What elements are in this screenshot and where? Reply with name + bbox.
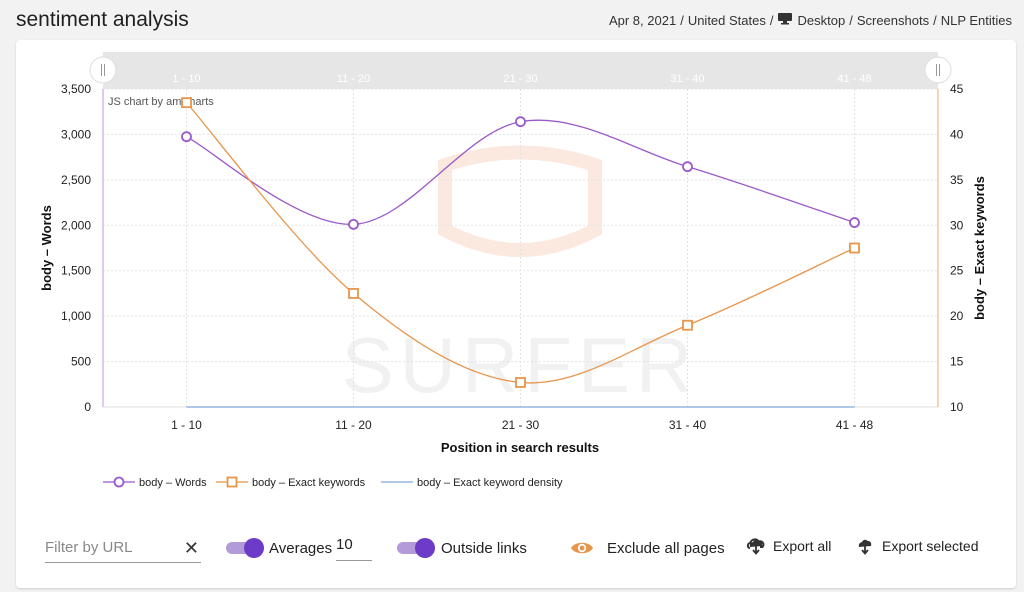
series-body-words-point: [682, 161, 693, 173]
crumb-separator: /: [933, 12, 937, 28]
filter-by-url-field: ✕: [45, 536, 201, 563]
averages-input[interactable]: 10: [336, 536, 372, 561]
outside-links-toggle[interactable]: [397, 538, 435, 558]
y-right-tick-label: 45: [950, 82, 964, 96]
crumb-date[interactable]: Apr 8, 2021: [608, 12, 677, 28]
y-right-tick-label: 20: [950, 309, 964, 323]
series-body-words-point: [348, 218, 359, 230]
legend-item-label[interactable]: body – Exact keyword density: [417, 477, 563, 489]
x-tick-label: 11 - 20: [335, 418, 372, 432]
y-right-tick-label: 25: [950, 264, 964, 278]
toggle-knob: [415, 538, 435, 558]
series-body-words-point: [181, 131, 192, 143]
legend-item-label[interactable]: body – Words: [139, 477, 207, 489]
export-selected-button[interactable]: Export selected: [882, 538, 979, 554]
monitor-icon: [777, 12, 793, 28]
y-left-tick-label: 1,000: [61, 309, 91, 323]
y-left-tick-label: 2,000: [61, 218, 91, 232]
cloud-download-icon[interactable]: [855, 537, 875, 560]
crumb-device[interactable]: Desktop: [797, 12, 846, 28]
surfer-watermark: SURFER: [342, 321, 699, 409]
crumb-separator: /: [680, 12, 684, 28]
scrollbar-category-label: 31 - 40: [670, 73, 704, 85]
y-right-tick-label: 35: [950, 173, 964, 187]
series-body-exact-keywords-point: [682, 319, 693, 331]
crumb-screenshots[interactable]: Screenshots: [856, 12, 930, 28]
series-body-exact-keywords-point: [515, 377, 526, 388]
watermark-logo-shape: [438, 145, 602, 257]
legend-item-label[interactable]: body – Exact keywords: [252, 477, 366, 489]
y-left-tick-label: 0: [84, 400, 91, 414]
averages-value: 10: [336, 536, 353, 553]
y-left-tick-label: 1,500: [61, 264, 91, 278]
exclude-all-pages-button[interactable]: Exclude all pages: [607, 540, 725, 557]
x-tick-label: 31 - 40: [669, 418, 707, 432]
y-right-tick-label: 30: [950, 218, 964, 232]
scrollbar-grip-left: [89, 56, 117, 84]
y-left-tick-label: 3,000: [61, 127, 91, 141]
y-right-tick-label: 10: [950, 400, 964, 414]
crumb-separator: /: [769, 12, 774, 28]
averages-label: Averages: [269, 540, 333, 557]
outside-links-label: Outside links: [441, 540, 527, 557]
averages-toggle[interactable]: [226, 538, 264, 558]
scrollbar-category-label: 21 - 30: [503, 73, 537, 85]
scrollbar-category-label: 11 - 20: [337, 73, 370, 85]
filter-input[interactable]: [45, 539, 175, 556]
x-tick-label: 21 - 30: [502, 418, 540, 432]
series-body-words-line: [186, 119, 855, 226]
scrollbar-grip-right: [924, 56, 952, 84]
y-left-tick-label: 3,500: [61, 82, 91, 96]
series-body-words-point: [849, 217, 860, 228]
legend-marker-circle: [113, 476, 125, 488]
x-tick-label: 1 - 10: [171, 418, 202, 432]
scrollbar-category-label: 41 - 48: [837, 73, 871, 85]
series-body-exact-keywords-point: [348, 288, 359, 299]
crumb-nlp-entities[interactable]: NLP Entities: [940, 12, 1012, 28]
chart-card: [16, 40, 1016, 588]
series-body-exact-keywords-point: [849, 242, 860, 254]
y-right-tick-label: 40: [950, 127, 964, 141]
chart-scrollbar: [103, 52, 938, 89]
y-left-axis-title: body – Words: [39, 205, 54, 291]
cloud-download-icon[interactable]: [746, 537, 766, 560]
scrollbar-category-label: 1 - 10: [172, 73, 200, 85]
crumb-separator: /: [849, 12, 853, 28]
y-left-tick-label: 2,500: [61, 173, 91, 187]
page-title: sentiment analysis: [16, 8, 189, 31]
crumb-country[interactable]: United States: [687, 12, 766, 28]
x-tick-label: 41 - 48: [836, 418, 874, 432]
series-body-exact-keywords-point: [181, 97, 192, 109]
eye-icon[interactable]: [570, 540, 594, 561]
series-body-words-point: [515, 116, 526, 128]
legend-marker-square: [226, 476, 238, 488]
y-right-axis-title: body – Exact keywords: [972, 176, 987, 320]
x-axis-title: Position in search results: [441, 440, 599, 455]
breadcrumb: Apr 8, 2021 / United States / Desktop / …: [609, 12, 1012, 28]
y-right-tick-label: 15: [950, 355, 964, 369]
export-all-button[interactable]: Export all: [773, 538, 832, 554]
y-left-tick-label: 500: [71, 355, 91, 369]
clear-filter-icon[interactable]: ✕: [183, 538, 199, 558]
amcharts-credit: JS chart by amCharts: [108, 96, 214, 108]
toggle-knob: [244, 538, 264, 558]
